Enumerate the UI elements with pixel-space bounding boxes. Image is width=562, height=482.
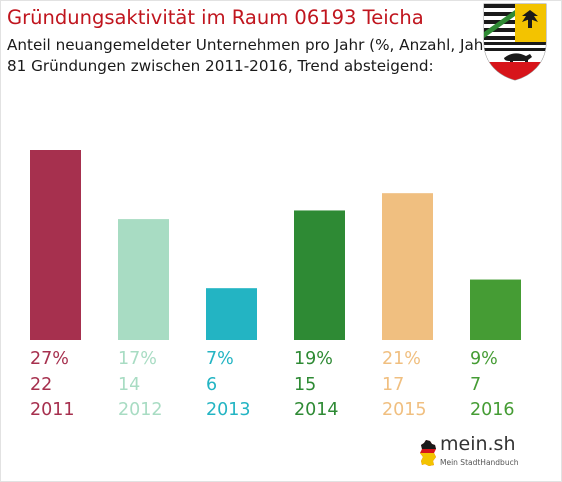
percent-label-2011: 27% — [30, 349, 69, 369]
count-label-2014: 15 — [294, 375, 316, 395]
chart-title: Gründungsaktivität im Raum 06193 Teicha — [7, 6, 424, 29]
count-label-2015: 17 — [382, 375, 404, 395]
bar-2012 — [118, 219, 169, 340]
year-label-2011: 2011 — [30, 400, 75, 420]
percent-label-2015: 21% — [382, 349, 421, 369]
bar-2011 — [30, 150, 81, 340]
percent-label-2013: 7% — [206, 349, 234, 369]
year-label-2015: 2015 — [382, 400, 427, 420]
bar-2015 — [382, 193, 433, 340]
percent-label-2012: 17% — [118, 349, 157, 369]
year-label-2013: 2013 — [206, 400, 251, 420]
count-label-2012: 14 — [118, 375, 140, 395]
count-label-2013: 6 — [206, 375, 217, 395]
chart-subtitle-line2: 81 Gründungen zwischen 2011-2016, Trend … — [7, 57, 434, 75]
bar-2014 — [294, 210, 345, 340]
count-label-2016: 7 — [470, 375, 481, 395]
logo-name: mein.sh — [440, 433, 516, 455]
chart-subtitle-line1: Anteil neuangemeldeter Unternehmen pro J… — [7, 36, 496, 54]
percent-label-2016: 9% — [470, 349, 498, 369]
logo-tagline: Mein StadtHandbuch — [440, 458, 519, 467]
germany-map-icon — [420, 440, 436, 466]
site-logo[interactable]: mein.sh Mein StadtHandbuch — [418, 433, 530, 475]
bar-2016 — [470, 279, 521, 340]
count-label-2011: 22 — [30, 375, 52, 395]
coat-of-arms-icon — [483, 3, 547, 81]
year-label-2014: 2014 — [294, 400, 339, 420]
year-label-2016: 2016 — [470, 400, 515, 420]
bar-2013 — [206, 288, 257, 340]
year-label-2012: 2012 — [118, 400, 163, 420]
percent-label-2014: 19% — [294, 349, 333, 369]
